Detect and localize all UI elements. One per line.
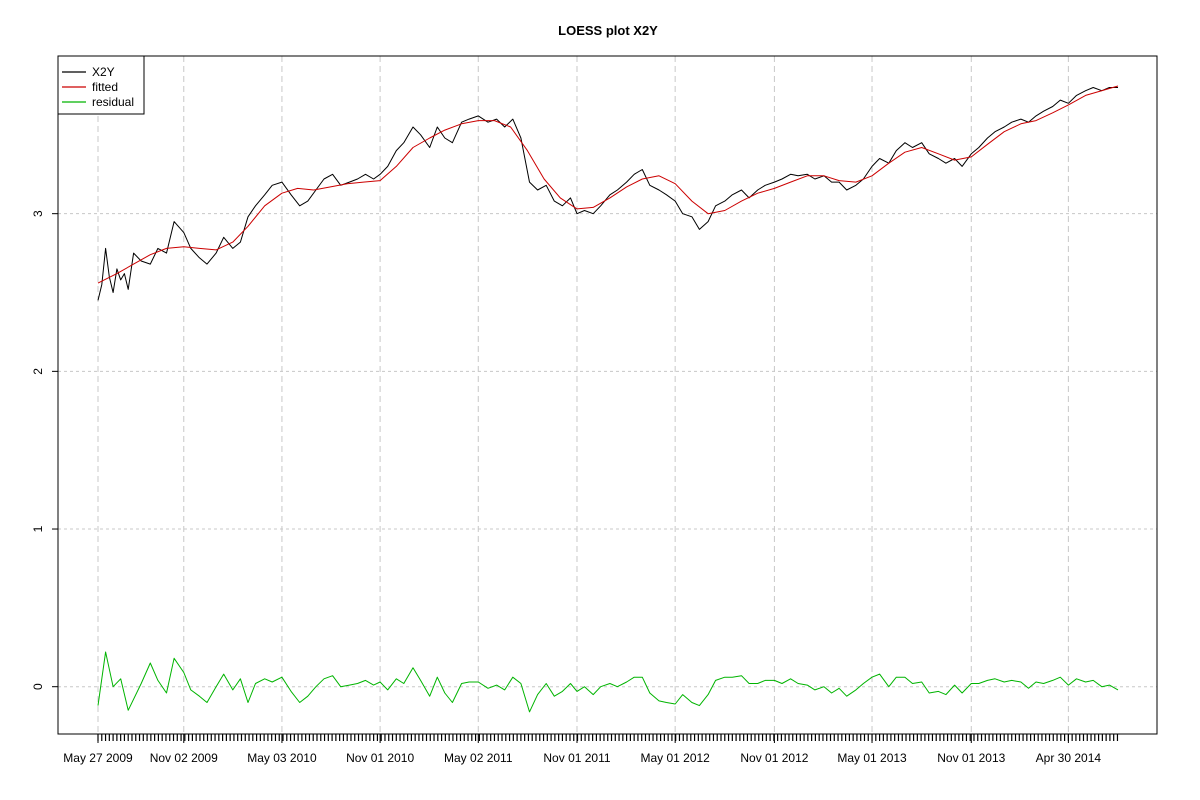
x-tick-label: May 02 2011	[444, 751, 513, 765]
x-tick-label: Nov 01 2013	[937, 751, 1005, 765]
legend-label-x2y: X2Y	[92, 65, 115, 79]
x-tick-label: Nov 01 2011	[543, 751, 610, 765]
y-tick-label: 1	[31, 525, 45, 532]
chart-title: LOESS plot X2Y	[558, 23, 658, 38]
x-tick-label: Nov 01 2012	[740, 751, 808, 765]
x-tick-label: May 27 2009	[63, 751, 133, 765]
legend-label-fitted: fitted	[92, 80, 118, 94]
x-tick-label: Apr 30 2014	[1036, 751, 1102, 765]
y-tick-label: 0	[31, 683, 45, 690]
x-tick-label: May 01 2013	[837, 751, 907, 765]
x-tick-label: Nov 02 2009	[150, 751, 218, 765]
y-tick-label: 3	[31, 210, 45, 217]
legend-label-residual: residual	[92, 95, 134, 109]
x-tick-label: Nov 01 2010	[346, 751, 414, 765]
x-tick-label: May 01 2012	[640, 751, 710, 765]
y-tick-label: 2	[31, 368, 45, 375]
x-tick-label: May 03 2010	[247, 751, 317, 765]
